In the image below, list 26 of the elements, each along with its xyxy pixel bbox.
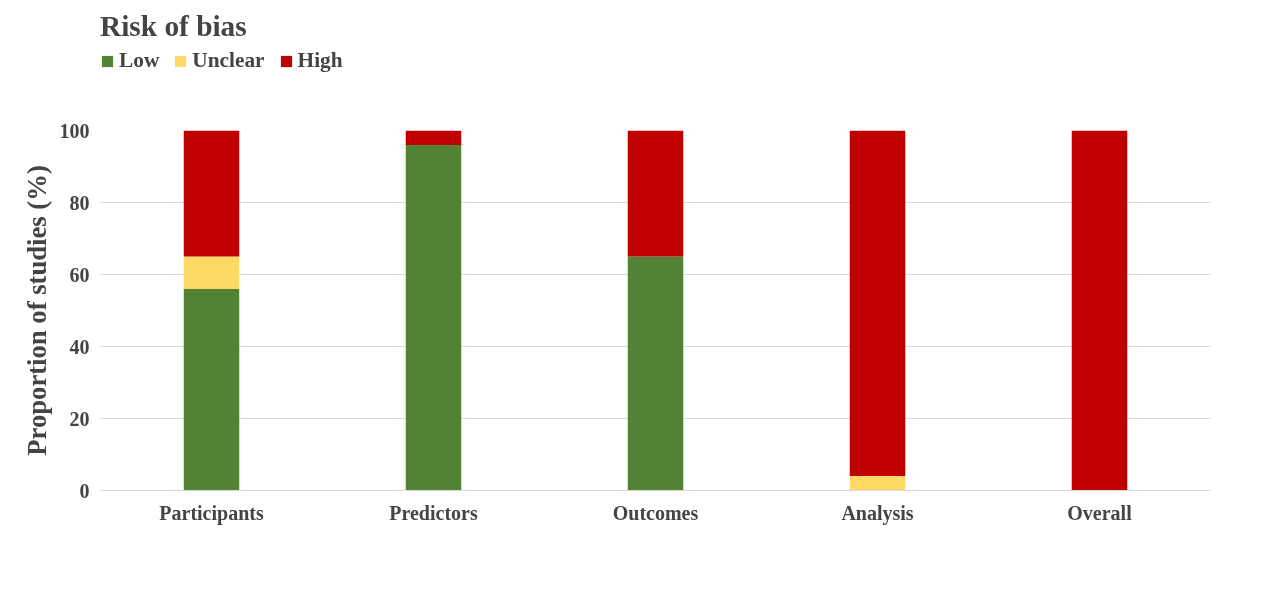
x-tick-label: Predictors (389, 501, 478, 524)
bar (849, 476, 906, 491)
y-tick-label: 100 (59, 119, 90, 142)
y-tick-label: 60 (69, 263, 90, 286)
bar (1071, 130, 1128, 491)
x-tick-label: Outcomes (612, 501, 699, 524)
y-axis-title: Proportion of studies (%) (21, 165, 52, 456)
y-tick-label: 0 (79, 479, 90, 502)
legend-title: Risk of bias (100, 10, 248, 43)
x-tick-label: Overall (1067, 501, 1133, 524)
bar (405, 144, 462, 491)
y-tick-label: 40 (69, 335, 90, 358)
bar (627, 256, 684, 491)
bar (405, 130, 462, 145)
bar (183, 130, 240, 257)
bar (849, 130, 906, 477)
x-tick-label: Analysis (841, 501, 914, 525)
y-tick-label: 20 (69, 407, 90, 430)
bar (183, 256, 240, 289)
legend-label: Low (119, 48, 160, 73)
legend-label: Unclear (192, 48, 265, 73)
bar (183, 288, 240, 491)
bar (627, 130, 684, 257)
x-tick-label: Participants (159, 501, 264, 525)
legend-label: High (297, 48, 343, 73)
y-tick-label: 80 (69, 191, 90, 214)
